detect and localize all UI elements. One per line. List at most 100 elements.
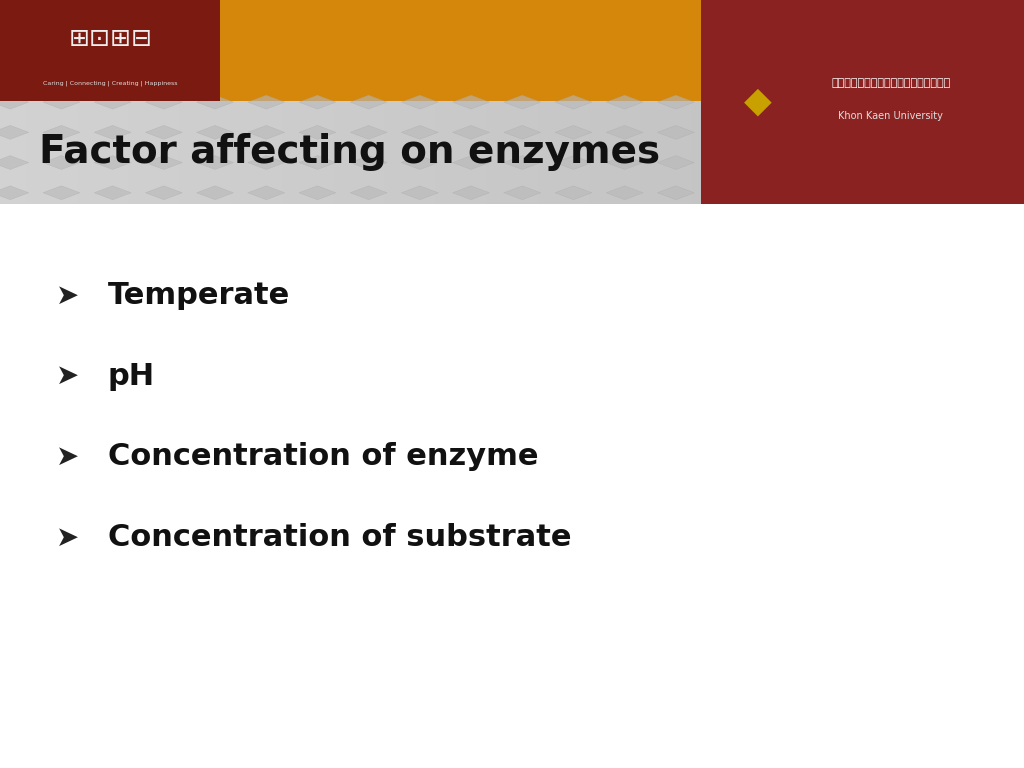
Text: Concentration of enzyme: Concentration of enzyme bbox=[108, 442, 538, 472]
Text: ➤: ➤ bbox=[56, 524, 80, 551]
FancyBboxPatch shape bbox=[691, 101, 717, 204]
Polygon shape bbox=[606, 186, 643, 200]
Polygon shape bbox=[248, 125, 285, 139]
FancyBboxPatch shape bbox=[51, 101, 77, 204]
FancyBboxPatch shape bbox=[333, 101, 358, 204]
FancyBboxPatch shape bbox=[896, 101, 922, 204]
Polygon shape bbox=[94, 156, 131, 170]
FancyBboxPatch shape bbox=[102, 101, 128, 204]
Polygon shape bbox=[0, 125, 29, 139]
Text: pH: pH bbox=[108, 362, 155, 391]
FancyBboxPatch shape bbox=[640, 101, 666, 204]
Polygon shape bbox=[299, 95, 336, 109]
Polygon shape bbox=[555, 95, 592, 109]
FancyBboxPatch shape bbox=[384, 101, 410, 204]
Text: Caring | Connecting | Creating | Happiness: Caring | Connecting | Creating | Happine… bbox=[43, 81, 178, 86]
Polygon shape bbox=[350, 186, 387, 200]
FancyBboxPatch shape bbox=[845, 101, 870, 204]
Polygon shape bbox=[657, 156, 694, 170]
Text: ◆: ◆ bbox=[743, 84, 772, 119]
Polygon shape bbox=[248, 186, 285, 200]
Polygon shape bbox=[504, 186, 541, 200]
Polygon shape bbox=[453, 156, 489, 170]
Polygon shape bbox=[401, 95, 438, 109]
FancyBboxPatch shape bbox=[230, 101, 256, 204]
FancyBboxPatch shape bbox=[435, 101, 461, 204]
Polygon shape bbox=[453, 125, 489, 139]
Polygon shape bbox=[43, 156, 80, 170]
FancyBboxPatch shape bbox=[410, 101, 435, 204]
Polygon shape bbox=[43, 125, 80, 139]
Polygon shape bbox=[401, 186, 438, 200]
FancyBboxPatch shape bbox=[947, 101, 973, 204]
Polygon shape bbox=[145, 186, 182, 200]
Polygon shape bbox=[197, 156, 233, 170]
FancyBboxPatch shape bbox=[0, 0, 1024, 101]
FancyBboxPatch shape bbox=[256, 101, 282, 204]
FancyBboxPatch shape bbox=[486, 101, 512, 204]
FancyBboxPatch shape bbox=[0, 101, 26, 204]
FancyBboxPatch shape bbox=[742, 101, 768, 204]
FancyBboxPatch shape bbox=[768, 101, 794, 204]
Polygon shape bbox=[657, 95, 694, 109]
Text: ➤: ➤ bbox=[56, 282, 80, 310]
FancyBboxPatch shape bbox=[179, 101, 205, 204]
Polygon shape bbox=[401, 156, 438, 170]
Polygon shape bbox=[555, 186, 592, 200]
FancyBboxPatch shape bbox=[307, 101, 333, 204]
Polygon shape bbox=[606, 156, 643, 170]
Polygon shape bbox=[94, 95, 131, 109]
FancyBboxPatch shape bbox=[0, 0, 220, 101]
Polygon shape bbox=[299, 186, 336, 200]
Text: Khon Kaen University: Khon Kaen University bbox=[839, 111, 943, 121]
FancyBboxPatch shape bbox=[563, 101, 589, 204]
Polygon shape bbox=[0, 156, 29, 170]
Polygon shape bbox=[43, 95, 80, 109]
FancyBboxPatch shape bbox=[26, 101, 51, 204]
Polygon shape bbox=[299, 125, 336, 139]
Polygon shape bbox=[299, 156, 336, 170]
FancyBboxPatch shape bbox=[154, 101, 179, 204]
Polygon shape bbox=[197, 186, 233, 200]
Polygon shape bbox=[197, 95, 233, 109]
FancyBboxPatch shape bbox=[614, 101, 640, 204]
FancyBboxPatch shape bbox=[794, 101, 819, 204]
Polygon shape bbox=[350, 156, 387, 170]
FancyBboxPatch shape bbox=[973, 101, 998, 204]
FancyBboxPatch shape bbox=[701, 0, 1024, 204]
FancyBboxPatch shape bbox=[512, 101, 538, 204]
Polygon shape bbox=[657, 186, 694, 200]
Polygon shape bbox=[504, 95, 541, 109]
FancyBboxPatch shape bbox=[998, 101, 1024, 204]
FancyBboxPatch shape bbox=[77, 101, 102, 204]
Polygon shape bbox=[504, 156, 541, 170]
Text: Factor affecting on enzymes: Factor affecting on enzymes bbox=[39, 134, 660, 171]
Polygon shape bbox=[248, 95, 285, 109]
FancyBboxPatch shape bbox=[819, 101, 845, 204]
FancyBboxPatch shape bbox=[461, 101, 486, 204]
FancyBboxPatch shape bbox=[717, 101, 742, 204]
Polygon shape bbox=[453, 95, 489, 109]
Polygon shape bbox=[606, 95, 643, 109]
FancyBboxPatch shape bbox=[870, 101, 896, 204]
FancyBboxPatch shape bbox=[205, 101, 230, 204]
Polygon shape bbox=[0, 95, 29, 109]
Text: Temperate: Temperate bbox=[108, 281, 290, 310]
FancyBboxPatch shape bbox=[358, 101, 384, 204]
FancyBboxPatch shape bbox=[282, 101, 307, 204]
Polygon shape bbox=[453, 186, 489, 200]
Polygon shape bbox=[606, 125, 643, 139]
FancyBboxPatch shape bbox=[538, 101, 563, 204]
Polygon shape bbox=[401, 125, 438, 139]
Polygon shape bbox=[94, 125, 131, 139]
Text: Concentration of substrate: Concentration of substrate bbox=[108, 523, 571, 552]
Polygon shape bbox=[555, 125, 592, 139]
FancyBboxPatch shape bbox=[922, 101, 947, 204]
Polygon shape bbox=[43, 186, 80, 200]
Polygon shape bbox=[0, 186, 29, 200]
Polygon shape bbox=[197, 125, 233, 139]
Polygon shape bbox=[657, 125, 694, 139]
FancyBboxPatch shape bbox=[128, 101, 154, 204]
Polygon shape bbox=[145, 125, 182, 139]
Polygon shape bbox=[555, 156, 592, 170]
